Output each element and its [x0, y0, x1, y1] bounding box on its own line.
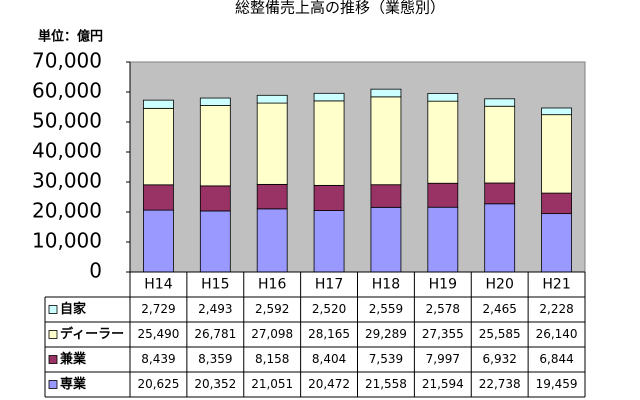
table-value: 27,098	[251, 327, 293, 341]
bar-segment	[256, 208, 288, 273]
bar-segment	[427, 100, 459, 184]
table-value: 2,493	[198, 302, 232, 316]
table-value: 8,158	[255, 352, 289, 366]
x-tick-label: H16	[258, 277, 286, 293]
bar-segment	[256, 183, 288, 210]
bar-segment	[541, 192, 572, 215]
table-value: 7,997	[426, 352, 460, 366]
table-value: 8,359	[198, 352, 232, 366]
bar-segment	[427, 206, 459, 273]
plot-area	[129, 61, 586, 273]
table-value: 27,355	[422, 327, 464, 341]
table-value: 26,140	[536, 327, 578, 341]
bar-segment	[541, 213, 572, 273]
table-value: 25,585	[479, 327, 521, 341]
table-value: 6,932	[483, 352, 517, 366]
x-tick-label: H19	[429, 277, 457, 293]
bar-segment	[143, 107, 174, 186]
table-value: 20,472	[308, 377, 350, 391]
bar-segment	[199, 105, 231, 187]
bar-segment	[427, 182, 459, 208]
table-value: 22,738	[479, 377, 521, 391]
bar-segment	[256, 94, 288, 104]
x-tick-label: H18	[372, 277, 400, 293]
bar-segment	[484, 105, 516, 184]
legend-swatch	[48, 305, 58, 314]
bar-segment	[199, 210, 231, 273]
bar-segment	[370, 96, 402, 186]
y-tick-label: 70,000	[32, 49, 102, 73]
table-value: 8,404	[312, 352, 346, 366]
bar-segment	[313, 210, 345, 273]
bar-segment	[313, 100, 345, 186]
bar-segment	[199, 185, 231, 212]
table-value: 20,352	[194, 377, 236, 391]
legend-label: 兼業	[60, 351, 87, 367]
table-value: 2,228	[539, 302, 573, 316]
y-tick-label: 20,000	[32, 199, 102, 223]
bar-segment	[484, 98, 516, 107]
legend-swatch	[48, 355, 58, 364]
table-value: 20,625	[137, 377, 179, 391]
bar-segment	[370, 206, 402, 273]
bar-segment	[313, 92, 345, 102]
legend-label: 自家	[60, 301, 87, 317]
x-tick-label: H17	[315, 277, 343, 293]
bar-segment	[370, 184, 402, 208]
bar-segment	[541, 107, 572, 116]
legend-label: 専業	[60, 376, 87, 392]
y-tick-label: 0	[89, 259, 102, 283]
table-value: 2,465	[483, 302, 517, 316]
bar-segment	[143, 184, 174, 211]
bar-segment	[541, 114, 572, 194]
table-value: 29,289	[365, 327, 407, 341]
table-value: 21,594	[422, 377, 464, 391]
table-value: 8,439	[141, 352, 175, 366]
bar-segment	[484, 182, 516, 205]
table-value: 6,844	[539, 352, 573, 366]
bar-segment	[143, 209, 174, 273]
table-value: 21,558	[365, 377, 407, 391]
table-value: 21,051	[251, 377, 293, 391]
table-value: 2,520	[312, 302, 346, 316]
table-value: 2,578	[426, 302, 460, 316]
x-tick-label: H14	[144, 277, 172, 293]
table-value: 28,165	[308, 327, 350, 341]
x-tick-label: H21	[542, 277, 570, 293]
y-tick-label: 30,000	[32, 169, 102, 193]
table-value: 19,459	[536, 377, 578, 391]
y-tick-label: 40,000	[32, 139, 102, 163]
y-tick-label: 60,000	[32, 79, 102, 103]
legend-swatch	[48, 380, 58, 389]
bar-segment	[143, 99, 174, 109]
bar-segment	[484, 203, 516, 273]
chart-title: 総整備売上高の推移（業態別）	[235, 0, 445, 17]
table-value: 25,490	[137, 327, 179, 341]
x-tick-label: H15	[201, 277, 229, 293]
bar-segment	[199, 97, 231, 106]
table-value: 7,539	[369, 352, 403, 366]
table-value: 26,781	[194, 327, 236, 341]
unit-label: 単位：億円	[38, 29, 103, 45]
table-value: 2,559	[369, 302, 403, 316]
legend-label: ディーラー	[60, 326, 124, 342]
table-value: 2,729	[141, 302, 175, 316]
bar-segment	[313, 184, 345, 211]
x-tick-label: H20	[486, 277, 514, 293]
bar-segment	[370, 88, 402, 98]
bar-segment	[256, 102, 288, 185]
table-value: 2,592	[255, 302, 289, 316]
y-tick-label: 50,000	[32, 109, 102, 133]
bar-segment	[427, 93, 459, 102]
legend-swatch	[48, 330, 58, 339]
y-tick-label: 10,000	[32, 229, 102, 253]
